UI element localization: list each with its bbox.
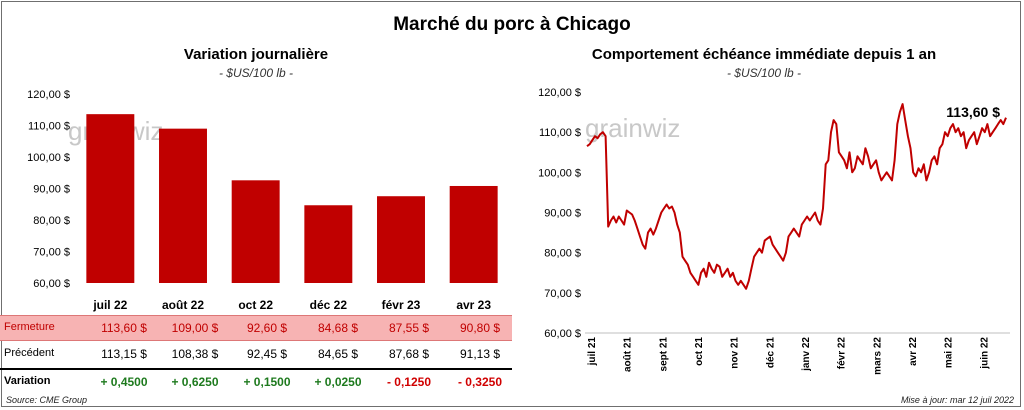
bar (86, 114, 135, 283)
bar (377, 196, 425, 283)
bar-y-tick-label: 90,00 $ (33, 184, 70, 196)
row-label-previous: Précédent (4, 347, 55, 359)
line-x-tick-label: août 21 (623, 337, 634, 372)
bar-y-tick-label: 70,00 $ (33, 247, 70, 259)
line-x-tick-label: sept 21 (658, 337, 669, 372)
close-cell: 90,80 $ (459, 321, 501, 335)
series-line (586, 103, 1007, 290)
main-title: Marché du porc à Chicago (393, 14, 631, 35)
close-cell: 87,55 $ (388, 321, 430, 335)
previous-cell: 92,45 $ (246, 347, 288, 361)
line-x-tick-label: avr 22 (908, 337, 919, 366)
bar-x-tick-label: déc 22 (310, 298, 348, 312)
line-x-tick-label: juil 21 (587, 337, 598, 367)
line-x-tick-label: mai 22 (944, 337, 955, 369)
bar (159, 128, 207, 283)
close-cell: 113,60 $ (101, 321, 147, 335)
line-y-tick-label: 120,00 $ (538, 87, 581, 99)
variation-cell: - 0,3250 (457, 375, 503, 389)
line-x-tick-label: juin 22 (979, 337, 990, 370)
line-x-tick-label: mars 22 (872, 337, 883, 375)
variation-cell: - 0,1250 (386, 375, 432, 389)
bar-x-tick-label: avr 23 (456, 298, 491, 312)
left-chart-unit: - $US/100 lb - (218, 66, 294, 80)
line-x-tick-label: déc 21 (765, 337, 776, 369)
bar-y-tick-label: 110,00 $ (28, 121, 70, 133)
bar-y-tick-label: 120,00 $ (27, 89, 70, 101)
last-value-label: 113,60 $ (946, 104, 1000, 120)
bar-y-tick-label: 60,00 $ (33, 278, 70, 290)
line-y-tick-label: 80,00 $ (544, 248, 581, 260)
line-y-tick-label: 90,00 $ (544, 208, 581, 220)
close-cell: 109,00 $ (171, 321, 219, 335)
right-chart-unit: - $US/100 lb - (726, 66, 802, 80)
bar-x-tick-label: oct 22 (238, 298, 273, 312)
row-label-variation: Variation (4, 375, 51, 387)
bar (449, 185, 498, 283)
bar (231, 180, 280, 283)
line-x-tick-label: oct 21 (694, 337, 705, 366)
right-chart-title: Comportement échéance immédiate depuis 1… (591, 46, 937, 63)
close-cell: 84,68 $ (317, 321, 359, 335)
bar-x-tick-label: févr 23 (382, 298, 421, 312)
close-cell: 92,60 $ (246, 321, 288, 335)
previous-cell: 87,68 $ (388, 347, 430, 361)
left-chart-title: Variation journalière (183, 46, 329, 63)
bar (304, 205, 353, 283)
line-y-tick-label: 70,00 $ (544, 288, 581, 300)
bar-y-tick-label: 100,00 $ (27, 152, 70, 164)
variation-cell: + 0,0250 (314, 375, 362, 389)
variation-cell: + 0,1500 (243, 375, 291, 389)
previous-cell: 84,65 $ (317, 347, 359, 361)
row-label-close: Fermeture (4, 321, 55, 333)
line-x-tick-label: févr 22 (837, 337, 848, 370)
table-row-previous: Précédent 113,15 $ 108,38 $ 92,45 $ 84,6… (0, 342, 512, 366)
bar-x-tick-label: juil 22 (92, 298, 127, 312)
previous-cell: 108,38 $ (171, 347, 219, 361)
previous-cell: 113,15 $ (101, 347, 147, 361)
line-y-tick-label: 100,00 $ (538, 167, 581, 179)
variation-cell: + 0,6250 (171, 375, 219, 389)
bar-x-tick-label: août 22 (162, 298, 204, 312)
table-row-close: Fermeture 113,60 $ 109,00 $ 92,60 $ 84,6… (0, 315, 512, 341)
source-note: Source: CME Group (6, 395, 88, 405)
line-x-tick-label: nov 21 (730, 337, 741, 369)
line-y-tick-label: 110,00 $ (539, 127, 581, 139)
bar-y-tick-label: 80,00 $ (33, 215, 70, 227)
table-row-variation: Variation + 0,4500 + 0,6250 + 0,1500 + 0… (0, 368, 512, 394)
variation-cell: + 0,4500 (100, 375, 148, 389)
previous-cell: 91,13 $ (459, 347, 501, 361)
right-watermark: grainwiz (585, 113, 681, 143)
line-y-tick-label: 60,00 $ (544, 328, 581, 340)
line-x-tick-label: janv 22 (801, 337, 812, 372)
update-note: Mise à jour: mar 12 juil 2022 (900, 395, 1014, 405)
